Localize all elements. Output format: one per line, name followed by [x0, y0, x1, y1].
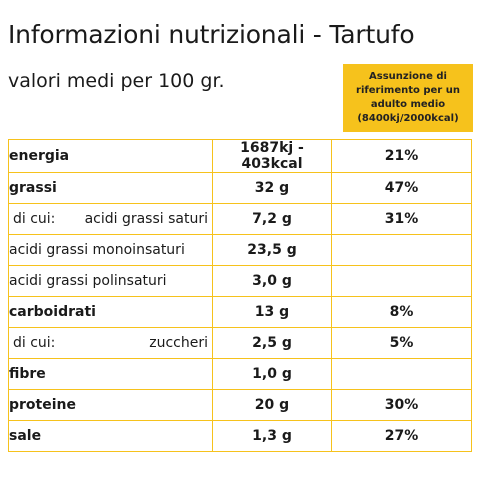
table-row: acidi grassi monoinsaturi 23,5 g: [8, 234, 472, 266]
row-percent: [331, 358, 472, 390]
row-value: 32 g: [212, 172, 332, 204]
row-percent: 31%: [331, 203, 472, 235]
row-label-cell: di cui: acidi grassi saturi: [8, 203, 213, 235]
row-percent: 5%: [331, 327, 472, 359]
table-row: di cui: zuccheri 2,5 g 5%: [8, 327, 472, 359]
table-row: grassi 32 g 47%: [8, 172, 472, 204]
row-label: proteine: [8, 389, 213, 421]
row-label: acidi grassi monoinsaturi: [8, 234, 213, 266]
row-percent: 47%: [331, 172, 472, 204]
table-row: sale 1,3 g 27%: [8, 420, 472, 452]
table-row: fibre 1,0 g: [8, 358, 472, 390]
row-value: 1,0 g: [212, 358, 332, 390]
row-percent: [331, 234, 472, 266]
row-prefix: di cui:: [13, 211, 56, 227]
row-percent: [331, 265, 472, 297]
table-row: energia 1687kj - 403kcal 21%: [8, 139, 472, 173]
table-row: carboidrati 13 g 8%: [8, 296, 472, 328]
row-label: acidi grassi saturi: [84, 211, 208, 227]
row-label: fibre: [8, 358, 213, 390]
page-title: Informazioni nutrizionali - Tartufo: [8, 20, 415, 49]
row-percent: 27%: [331, 420, 472, 452]
row-value: 13 g: [212, 296, 332, 328]
row-label: carboidrati: [8, 296, 213, 328]
row-percent: 30%: [331, 389, 472, 421]
nutrition-table: energia 1687kj - 403kcal 21% grassi 32 g…: [8, 139, 472, 452]
row-label-cell: di cui: zuccheri: [8, 327, 213, 359]
row-label: acidi grassi polinsaturi: [8, 265, 213, 297]
row-prefix: di cui:: [13, 335, 56, 351]
row-value: 20 g: [212, 389, 332, 421]
row-percent: 21%: [331, 139, 472, 173]
row-value: 1687kj - 403kcal: [212, 139, 332, 173]
page-subtitle: valori medi per 100 gr.: [8, 70, 225, 92]
row-label: sale: [8, 420, 213, 452]
row-value: 7,2 g: [212, 203, 332, 235]
row-value: 23,5 g: [212, 234, 332, 266]
row-label: grassi: [8, 172, 213, 204]
reference-intake-text: Assunzione di riferimento per un adulto …: [356, 71, 460, 124]
row-value: 2,5 g: [212, 327, 332, 359]
row-percent: 8%: [331, 296, 472, 328]
row-value: 3,0 g: [212, 265, 332, 297]
table-row: acidi grassi polinsaturi 3,0 g: [8, 265, 472, 297]
row-value: 1,3 g: [212, 420, 332, 452]
row-label: energia: [8, 139, 213, 173]
table-row: proteine 20 g 30%: [8, 389, 472, 421]
row-label: zuccheri: [149, 335, 208, 351]
table-row: di cui: acidi grassi saturi 7,2 g 31%: [8, 203, 472, 235]
reference-intake-box: Assunzione di riferimento per un adulto …: [343, 64, 473, 132]
